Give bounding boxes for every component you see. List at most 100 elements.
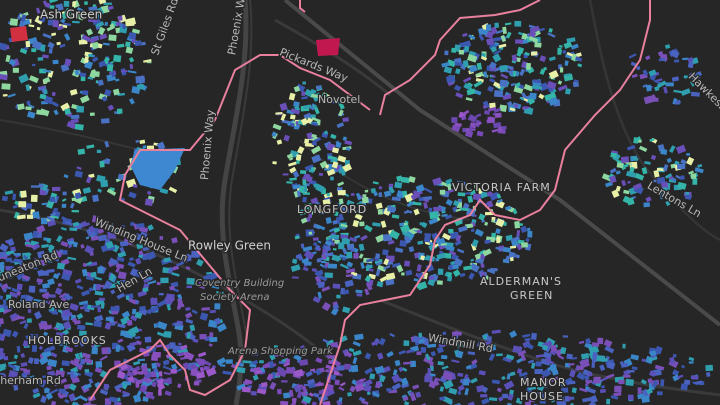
building [683,379,691,385]
building [208,343,213,347]
building [412,384,420,390]
building [285,348,290,354]
building [382,249,389,256]
building [665,82,674,87]
building [427,368,432,374]
building [415,391,422,398]
building [288,157,294,161]
building [30,194,38,203]
building [416,351,422,356]
building [176,352,185,356]
building [184,312,193,319]
building [99,355,108,361]
building [491,329,501,334]
building [599,388,606,394]
building [202,273,213,284]
building [199,366,205,373]
building [677,163,686,170]
building [338,397,343,402]
building [624,163,629,168]
building [333,211,339,217]
building [480,271,486,277]
building [150,297,158,306]
building [337,155,347,163]
building [561,387,569,393]
building [69,359,79,367]
building [182,362,190,370]
building [548,56,556,62]
building [675,144,687,155]
building [147,280,157,285]
building [11,330,19,338]
building [496,353,503,357]
building [665,173,673,179]
building [509,107,516,112]
building [669,49,680,59]
building [349,236,358,243]
building [134,336,141,340]
building [111,244,120,253]
building [517,349,527,357]
building [629,166,635,174]
building [124,283,130,288]
building [84,244,95,255]
building [440,355,448,360]
building [39,300,48,306]
building [31,48,37,53]
building [413,208,420,216]
building [157,299,167,308]
building [467,195,474,203]
building [468,125,474,132]
building [476,62,483,70]
building [457,198,462,203]
building [116,43,125,49]
building [58,338,63,346]
building [48,48,53,54]
building [500,73,509,80]
building [364,189,369,193]
building [310,368,316,372]
building [635,136,641,142]
road [0,119,141,151]
building [575,52,582,58]
building [160,277,169,284]
building [625,378,634,386]
building [448,387,458,395]
building [343,363,352,370]
building [649,137,655,142]
building [371,339,380,347]
building [116,371,126,380]
building [115,262,125,270]
building [78,395,88,402]
building [37,183,45,189]
building [364,275,372,283]
building [311,268,318,273]
building [339,263,349,270]
building [471,239,479,248]
building [50,212,57,217]
building [606,398,611,405]
building [116,280,121,285]
building [66,371,75,375]
building [0,352,6,358]
building [143,277,153,280]
building [439,189,446,195]
building [58,324,66,331]
building [113,54,122,63]
building [80,244,85,249]
building [0,366,6,372]
building [43,89,48,95]
building [353,252,359,259]
road [274,18,391,97]
building [345,147,351,151]
building [398,349,407,355]
building [2,93,8,97]
poi-marker [316,38,340,56]
building [331,234,340,239]
building [41,291,50,299]
building [122,393,130,398]
building [23,322,29,330]
building [73,371,79,377]
building [468,34,476,40]
building [634,172,645,181]
